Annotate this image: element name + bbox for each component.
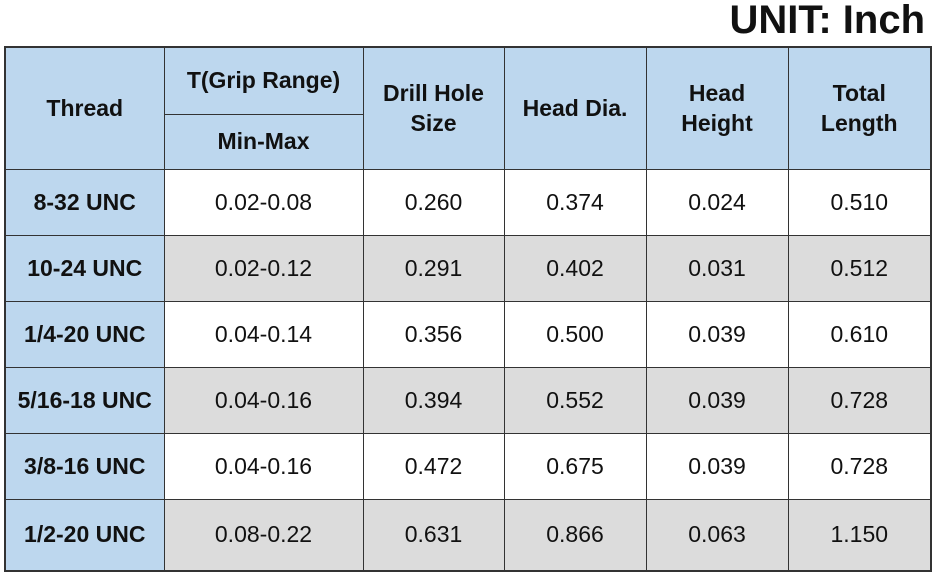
header-cell: Head Height	[645, 46, 789, 170]
header-text: Drill Hole Size	[383, 80, 484, 137]
value-cell: 0.02-0.12	[163, 234, 364, 302]
value-cell: 0.039	[645, 300, 789, 368]
value-cell: 0.552	[503, 366, 647, 434]
header-cell: T(Grip Range)	[163, 46, 364, 115]
header-cell: Thread	[4, 46, 165, 170]
table-row: 3/8-16 UNC 0.04-0.16 0.472 0.675 0.039 0.728	[4, 432, 932, 500]
value-cell: 0.031	[645, 234, 789, 302]
value-cell: 0.728	[787, 366, 932, 434]
value-cell: 0.500	[503, 300, 647, 368]
value-cell: 0.356	[362, 300, 505, 368]
thread-cell: 1/4-20 UNC	[4, 300, 165, 368]
thread-cell: 3/8-16 UNC	[4, 432, 165, 500]
value-cell: 0.04-0.14	[163, 300, 364, 368]
value-cell: 0.374	[503, 168, 647, 236]
value-cell: 0.260	[362, 168, 505, 236]
value-cell: 0.02-0.08	[163, 168, 364, 236]
header-row: Min-Max	[5, 113, 931, 170]
header-cell: Min-Max	[163, 113, 364, 170]
value-cell: 0.866	[503, 498, 647, 572]
value-cell: 0.04-0.16	[163, 432, 364, 500]
value-cell: 0.675	[503, 432, 647, 500]
table-row: 1/2-20 UNC 0.08-0.22 0.631 0.866 0.063 1.150	[4, 498, 932, 572]
table-row: 8-32 UNC 0.02-0.08 0.260 0.374 0.024 0.510	[4, 168, 932, 236]
header-row: Thread T(Grip Range) Drill Hole Size Hea…	[4, 46, 932, 170]
table-row: 1/4-20 UNC 0.04-0.14 0.356 0.500 0.039 0.610	[4, 300, 932, 368]
value-cell: 0.04-0.16	[163, 366, 364, 434]
value-cell: 0.394	[362, 366, 505, 434]
table-row: 5/16-18 UNC 0.04-0.16 0.394 0.552 0.039 0.728	[4, 366, 932, 434]
value-cell: 0.472	[362, 432, 505, 500]
value-cell: 0.08-0.22	[163, 498, 364, 572]
unit-title: UNIT: Inch	[729, 0, 925, 42]
value-cell: 0.039	[645, 366, 789, 434]
header-cell: Total Length	[787, 46, 932, 170]
thread-cell: 10-24 UNC	[4, 234, 165, 302]
value-cell: 0.728	[787, 432, 932, 500]
thread-cell: 5/16-18 UNC	[4, 366, 165, 434]
header-text: Head Height	[681, 80, 753, 137]
value-cell: 0.631	[362, 498, 505, 572]
value-cell: 0.063	[645, 498, 789, 572]
value-cell: 0.291	[362, 234, 505, 302]
header-text: Total Length	[820, 80, 898, 137]
table-row: 10-24 UNC 0.02-0.12 0.291 0.402 0.031 0.512	[4, 234, 932, 302]
spec-table: Thread T(Grip Range) Drill Hole Size Hea…	[4, 46, 932, 572]
value-cell: 0.610	[787, 300, 932, 368]
value-cell: 0.510	[787, 168, 932, 236]
value-cell: 0.024	[645, 168, 789, 236]
table-body: 8-32 UNC 0.02-0.08 0.260 0.374 0.024 0.510 10-…	[4, 168, 932, 572]
value-cell: 0.402	[503, 234, 647, 302]
value-cell: 0.512	[787, 234, 932, 302]
value-cell: 1.150	[787, 498, 932, 572]
thread-cell: 8-32 UNC	[4, 168, 165, 236]
thread-cell: 1/2-20 UNC	[4, 498, 165, 572]
header-cell: Drill Hole Size	[362, 46, 505, 170]
value-cell: 0.039	[645, 432, 789, 500]
header-cell: Head Dia.	[503, 46, 647, 170]
